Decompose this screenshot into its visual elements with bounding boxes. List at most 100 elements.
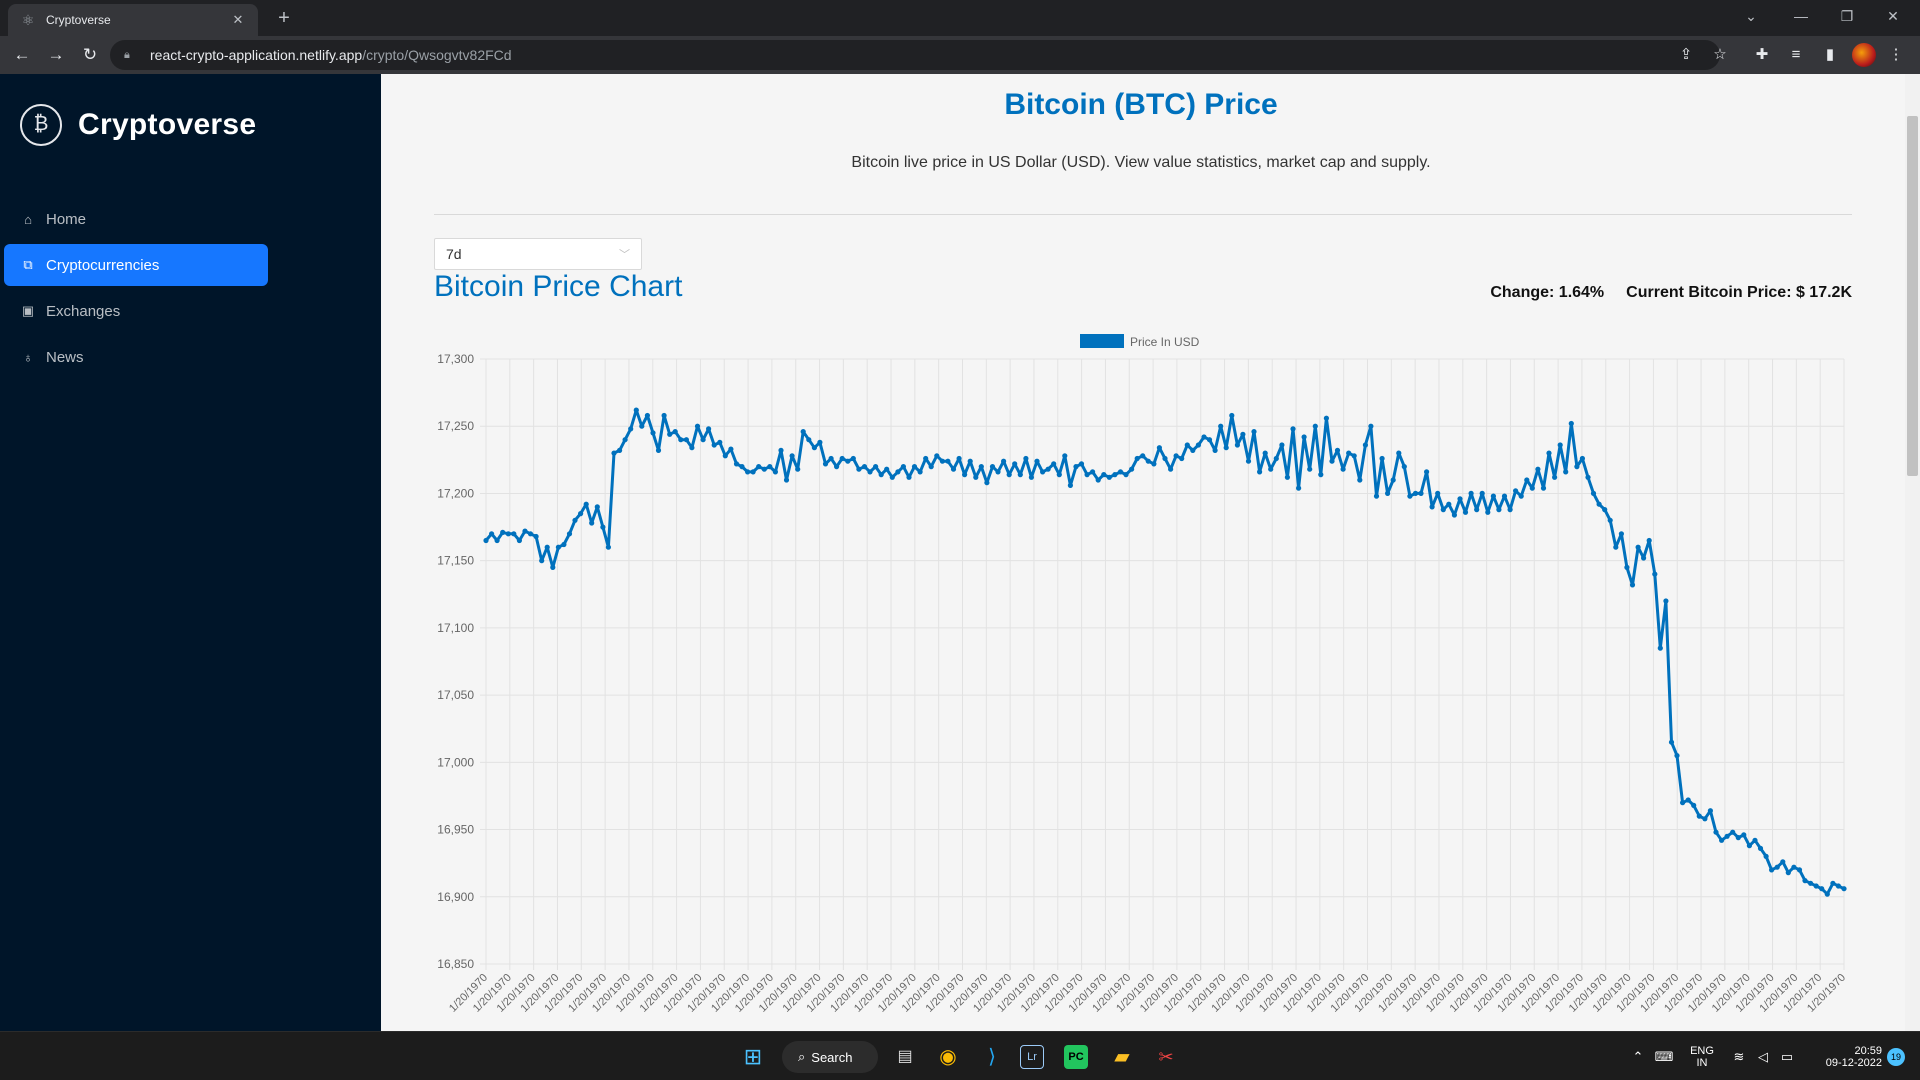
file-explorer-icon[interactable]: ▰ — [1114, 1046, 1130, 1068]
data-point — [1206, 437, 1213, 443]
data-point — [1290, 426, 1296, 432]
volume-icon[interactable]: ◁ — [1758, 1048, 1768, 1064]
clock[interactable]: 20:59 09-12-2022 — [1806, 1032, 1882, 1080]
snipping-tool-icon[interactable]: ✂ — [1158, 1047, 1174, 1067]
scrollbar-thumb[interactable] — [1907, 116, 1918, 476]
data-point — [1546, 450, 1552, 456]
data-point — [1023, 455, 1029, 462]
chrome-icon[interactable]: ◉ — [939, 1046, 957, 1068]
notification-count: 19 — [1887, 1047, 1905, 1066]
data-point — [1034, 458, 1040, 464]
sidebar-item-home[interactable]: ⌂ Home — [4, 198, 268, 240]
back-icon[interactable]: ← — [13, 45, 31, 64]
notification-badge[interactable]: 19 — [1886, 1032, 1906, 1080]
data-point — [1713, 829, 1719, 835]
data-point — [667, 431, 673, 437]
profile-avatar[interactable] — [1852, 43, 1876, 67]
sidebar-item-exchanges[interactable]: ▣ Exchanges — [4, 290, 268, 332]
lightroom-icon[interactable]: Lr — [1020, 1045, 1044, 1069]
data-point — [878, 472, 884, 478]
time-period-value: 7d — [446, 246, 462, 262]
close-window-button[interactable]: ✕ — [1887, 8, 1899, 24]
media-control-icon[interactable]: ≡ — [1791, 46, 1801, 63]
data-point — [900, 464, 907, 470]
sidebar-item-label: Exchanges — [46, 302, 121, 320]
sidebar-item-cryptocurrencies[interactable]: ⧉ Cryptocurrencies — [4, 244, 268, 286]
data-point — [845, 458, 851, 464]
data-point — [884, 466, 890, 472]
data-point — [717, 439, 723, 445]
data-point — [856, 466, 862, 472]
data-point — [1312, 423, 1318, 429]
browser-tab[interactable]: ⚛ Cryptoverse ✕ — [8, 4, 258, 36]
data-point — [1724, 833, 1730, 839]
more-menu-icon[interactable]: ⋮ — [1888, 46, 1904, 63]
battery-icon[interactable]: ▭ — [1780, 1048, 1794, 1064]
data-point — [917, 469, 923, 475]
data-point — [1485, 509, 1491, 515]
data-point — [873, 464, 879, 470]
data-point — [1780, 859, 1786, 865]
data-point — [895, 469, 901, 475]
share-icon[interactable]: ⇪ — [1679, 46, 1693, 63]
data-point — [1774, 864, 1780, 870]
taskbar: ⊞ ⌕ Search ▤ ◉ ⟩ Lr PC ▰ ✂ ⌃ ⌨ ENG IN ≋ … — [0, 1031, 1920, 1080]
taskbar-search[interactable]: ⌕ Search — [782, 1041, 878, 1073]
new-tab-button[interactable]: + — [278, 7, 290, 29]
tab-search-icon[interactable]: ⌄ — [1745, 8, 1757, 24]
data-point — [1668, 739, 1675, 745]
y-tick-label: 16,850 — [437, 957, 474, 971]
data-point — [505, 531, 511, 537]
forward-icon[interactable]: → — [47, 45, 65, 64]
data-point — [500, 529, 506, 535]
side-panel-icon[interactable]: ▮ — [1825, 46, 1835, 63]
data-point — [1273, 455, 1279, 462]
data-point — [756, 464, 762, 470]
pycharm-icon[interactable]: PC — [1064, 1045, 1088, 1069]
clock-date: 09-12-2022 — [1825, 1056, 1882, 1069]
sidebar-item-news[interactable]: ♁ News — [4, 336, 268, 378]
windows-start-icon[interactable]: ⊞ — [743, 1044, 763, 1069]
time-period-select[interactable]: 7d ﹀ — [434, 238, 642, 270]
keyboard-icon[interactable]: ⌨ — [1654, 1048, 1674, 1064]
data-point — [617, 447, 623, 453]
data-point — [761, 466, 767, 472]
wifi-icon[interactable]: ≋ — [1733, 1048, 1745, 1064]
data-point — [655, 447, 662, 453]
data-point — [722, 453, 728, 459]
vscode-icon[interactable]: ⟩ — [988, 1046, 996, 1068]
data-point — [1357, 477, 1363, 483]
address-bar[interactable]: 🔒︎ react-crypto-application.netlify.app /… — [110, 40, 1720, 70]
reload-icon[interactable]: ↻ — [82, 45, 98, 64]
data-point — [911, 464, 918, 470]
data-point — [1835, 883, 1841, 889]
extensions-icon[interactable]: ✚ — [1755, 46, 1769, 63]
data-point — [1468, 490, 1474, 496]
data-point — [806, 437, 812, 443]
data-point — [1240, 431, 1246, 437]
restore-button[interactable]: ❐ — [1840, 8, 1854, 24]
data-point — [1819, 886, 1825, 892]
data-point — [906, 474, 912, 480]
sidebar-menu: ⌂ Home ⧉ Cryptocurrencies ▣ Exchanges ♁ … — [4, 198, 268, 382]
tray-overflow-icon[interactable]: ⌃ — [1632, 1048, 1644, 1064]
data-point — [1579, 455, 1585, 462]
bookmark-star-icon[interactable]: ☆ — [1713, 46, 1727, 63]
data-point — [1346, 450, 1352, 456]
data-point — [1496, 507, 1502, 513]
data-point — [1741, 832, 1747, 838]
language-indicator[interactable]: ENG IN — [1684, 1032, 1720, 1080]
data-point — [817, 439, 823, 445]
logo[interactable]: Cryptoverse — [20, 104, 256, 146]
task-view-icon[interactable]: ▤ — [897, 1048, 913, 1065]
data-point — [956, 455, 962, 462]
price-line-chart: 16,850 16,900 16,950 17,000 17,050 17,100 17,1… — [437, 334, 1848, 1015]
data-point — [1301, 434, 1307, 440]
minimize-button[interactable]: — — [1794, 8, 1808, 24]
data-point — [1457, 496, 1463, 502]
data-point — [1234, 442, 1240, 448]
data-point — [1757, 845, 1764, 852]
close-tab-icon[interactable]: ✕ — [232, 12, 244, 27]
lang-bottom: IN — [1696, 1056, 1708, 1069]
y-tick-label: 17,100 — [437, 621, 474, 635]
